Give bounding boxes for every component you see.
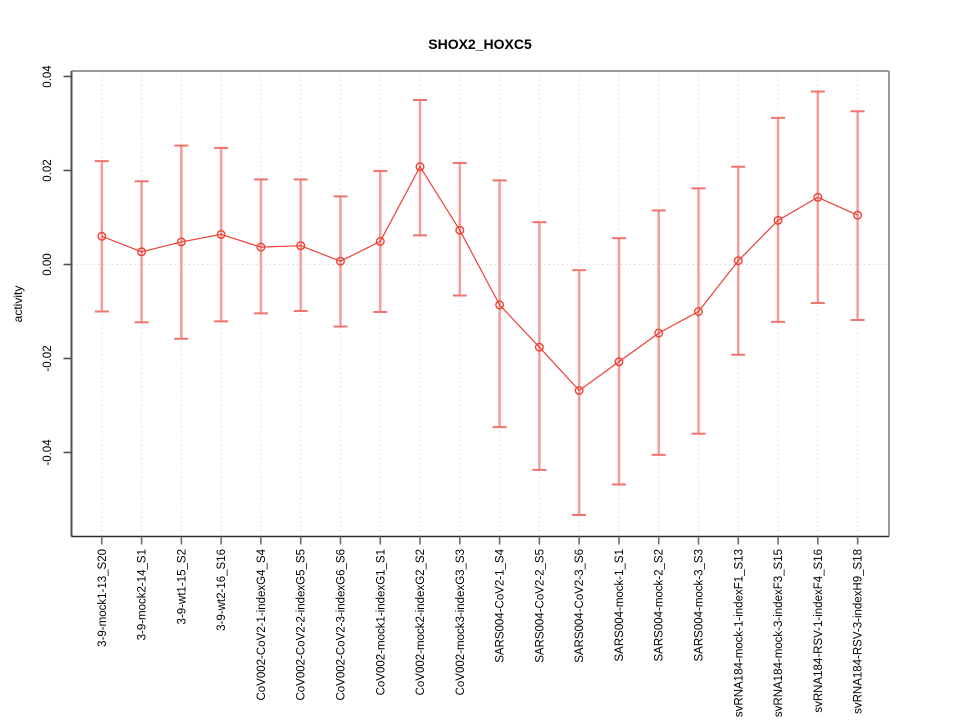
- x-category-label: 3-9-mock2-14_S1: [137, 549, 149, 640]
- x-category-label: SARS004-CoV2-3_S6: [574, 549, 586, 663]
- data-point: [574, 385, 584, 395]
- x-category-label: CoV002-CoV2-2-indexG5_S5: [296, 549, 308, 701]
- x-category-label: SARS004-mock-3_S3: [694, 549, 706, 662]
- data-point: [534, 342, 544, 352]
- data-point: [853, 210, 863, 220]
- x-category-label: CoV002-CoV2-1-indexG4_S4: [256, 548, 268, 700]
- data-point: [296, 241, 306, 251]
- x-category-label: CoV002-mock2-indexG2_S2: [415, 549, 427, 695]
- x-category-label: 3-9-mock1-13_S20: [97, 549, 109, 647]
- x-category-label: CoV002-mock1-indexG1_S1: [375, 549, 387, 695]
- x-category-label: svRNA184-mock-1-indexF1_S13: [733, 549, 745, 717]
- data-point: [176, 237, 186, 247]
- data-point: [654, 328, 664, 338]
- data-point: [375, 236, 385, 246]
- y-tick-label: 0.02: [42, 159, 54, 181]
- y-tick-label: -0.02: [42, 345, 54, 371]
- series-line: [101, 165, 858, 392]
- x-category-label: SARS004-CoV2-2_S5: [534, 549, 546, 663]
- data-point: [97, 231, 107, 241]
- x-category-label: svRNA184-mock-3-indexF3_S15: [773, 549, 785, 717]
- x-category-label: svRNA184-RSV-3-indexH9_S18: [853, 549, 865, 714]
- data-point: [137, 247, 147, 257]
- data-point: [773, 215, 783, 225]
- chart-title: SHOX2_HOXC5: [428, 36, 532, 52]
- x-category-label: SARS004-mock-1_S1: [614, 549, 626, 662]
- y-tick-label: 0.00: [42, 253, 54, 275]
- x-category-label: svRNA184-RSV-1-indexF4_S16: [813, 549, 825, 713]
- x-category-label: SARS004-mock-2_S2: [654, 549, 666, 662]
- x-category-label: SARS004-CoV2-1_S4: [495, 548, 507, 662]
- y-tick-label: 0.04: [42, 65, 54, 88]
- y-axis-label: activity: [11, 286, 25, 323]
- data-point: [335, 256, 345, 266]
- x-category-label: CoV002-CoV2-3-indexG6_S6: [335, 549, 347, 701]
- x-category-label: CoV002-mock3-indexG3_S3: [455, 549, 467, 695]
- data-point: [455, 225, 465, 235]
- data-point: [694, 307, 704, 317]
- x-category-label: 3-9-wt2-16_S16: [216, 549, 228, 631]
- data-point: [415, 162, 425, 172]
- data-point: [614, 357, 624, 367]
- data-point: [813, 192, 823, 202]
- data-point: [495, 300, 505, 310]
- plot-area: 0.04 0.02 0.00 -0.02 -0.04 3-9-mock1-13_S20 3-…: [42, 65, 890, 717]
- x-category-label: 3-9-wt1-15_S2: [176, 549, 188, 624]
- y-tick-label: -0.04: [42, 439, 54, 466]
- data-point: [216, 229, 226, 239]
- data-point: [256, 242, 266, 252]
- data-point: [733, 256, 743, 266]
